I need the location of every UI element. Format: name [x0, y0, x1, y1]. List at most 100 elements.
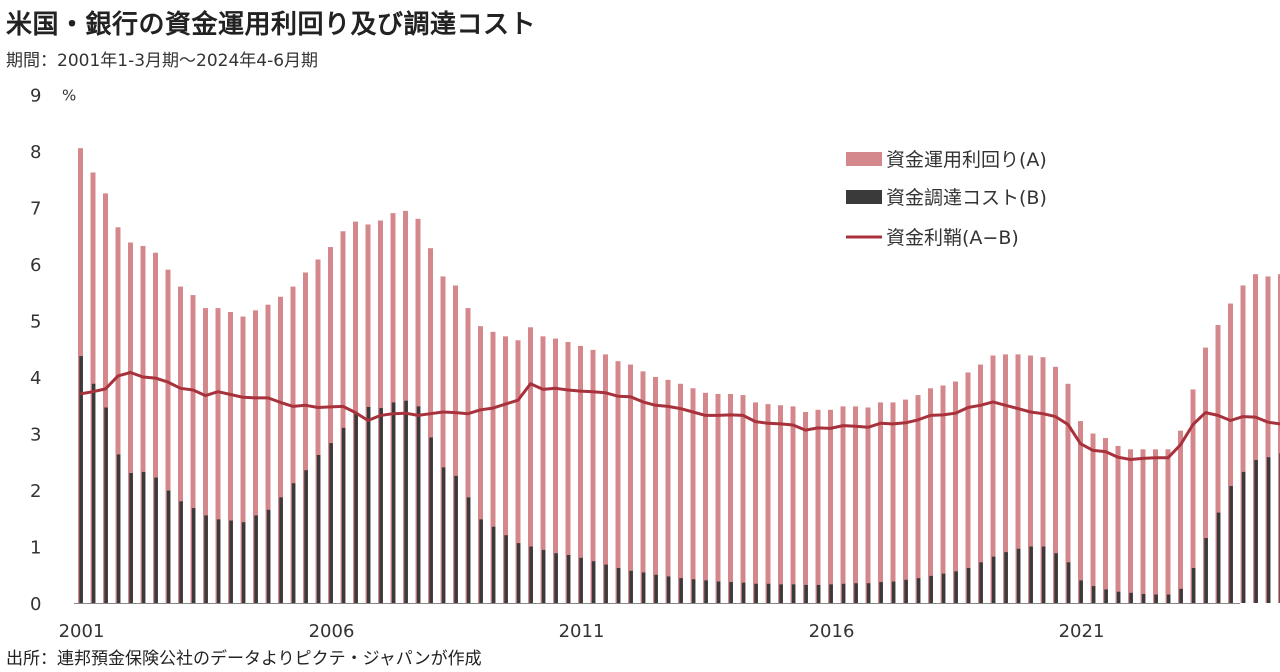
cost-bar	[566, 554, 571, 603]
cost-bar	[216, 519, 221, 603]
yield-bar	[515, 340, 521, 603]
yield-bar	[178, 286, 183, 603]
cost-bar	[491, 526, 496, 603]
yield-bar	[853, 406, 858, 603]
cost-bar	[1216, 512, 1221, 603]
y-tick-label: 6	[30, 255, 41, 276]
cost-bar	[604, 564, 608, 603]
cost-bar	[966, 567, 971, 603]
page-title: 米国・銀行の資金運用利回り及び調達コスト	[6, 10, 537, 40]
cost-bar	[429, 437, 433, 603]
yield-bar	[440, 276, 446, 603]
yield-bar	[865, 407, 871, 603]
cost-bar	[866, 583, 871, 603]
source-note: 出所：連邦預金保険公社のデータよりピクテ・ジャパンが作成	[6, 649, 482, 669]
yield-bar	[428, 248, 433, 603]
yield-bar	[715, 393, 721, 603]
cost-bar	[554, 553, 558, 603]
yield-bar	[490, 331, 496, 603]
cost-bar	[854, 583, 858, 603]
yield-bar	[315, 259, 321, 603]
yield-bar	[553, 338, 558, 603]
yield-bar	[503, 336, 508, 603]
cost-bar	[316, 454, 321, 603]
cost-bar	[641, 572, 646, 603]
cost-bar	[579, 557, 583, 603]
cost-bar	[879, 582, 883, 603]
cost-bar	[391, 402, 396, 603]
yield-bar	[290, 286, 296, 603]
yield-bar	[728, 393, 733, 603]
cost-bar	[154, 477, 158, 603]
cost-bar	[616, 567, 621, 603]
yield-bar	[203, 308, 208, 603]
yield-bar	[878, 402, 883, 603]
yield-bar	[890, 402, 896, 603]
cost-bar	[1079, 580, 1083, 603]
cost-bar	[1054, 553, 1058, 603]
yield-bar	[940, 385, 946, 603]
cost-bar	[91, 383, 96, 603]
yield-bar	[340, 231, 346, 604]
cost-bar	[841, 583, 846, 603]
cost-bar	[954, 571, 958, 603]
yield-bar	[1028, 355, 1033, 603]
cost-bar	[1041, 546, 1046, 603]
cost-bar	[304, 470, 308, 603]
chart-subtitle: 期間：2001年1-3月期～2024年4-6月期	[6, 51, 319, 71]
cost-bar	[716, 581, 721, 603]
cost-bar	[191, 508, 196, 603]
y-tick-label: 7	[30, 199, 41, 220]
cost-bar	[454, 475, 458, 603]
cost-bar	[166, 490, 171, 603]
x-tick-label: 2021	[1059, 621, 1105, 642]
cost-bar	[991, 556, 996, 603]
cost-bar	[1116, 591, 1121, 603]
cost-bar	[779, 584, 783, 603]
yield-bar	[590, 349, 596, 603]
cost-bar	[1016, 548, 1021, 603]
cost-bar	[679, 578, 683, 603]
yield-bar	[1115, 445, 1121, 603]
y-tick-label: 0	[30, 594, 41, 615]
yield-bar	[903, 399, 908, 603]
yield-bar	[753, 402, 758, 603]
yield-bar	[928, 388, 933, 603]
y-tick-label: 4	[30, 368, 41, 389]
cost-bar	[1129, 592, 1133, 603]
yield-bar	[1003, 354, 1008, 603]
legend: 資金運用利回り(A) 資金調達コスト(B) 資金利鞘(A−B)	[846, 149, 1047, 249]
cost-bar	[704, 580, 708, 603]
yield-bar	[1265, 276, 1271, 603]
yield-bar	[1253, 274, 1258, 603]
yield-bar	[1090, 433, 1096, 603]
cost-bar	[141, 471, 146, 603]
yield-bar	[1153, 449, 1158, 603]
cost-bar	[729, 582, 733, 603]
cost-bar	[904, 579, 908, 603]
yield-bar	[1015, 354, 1021, 603]
cost-bar	[1066, 562, 1071, 603]
cost-bar	[541, 549, 546, 603]
cost-bar	[891, 581, 896, 603]
y-tick-label: 3	[30, 425, 41, 446]
yield-bar	[628, 364, 633, 603]
yield-bar	[115, 227, 121, 603]
cost-bar	[1254, 460, 1258, 603]
cost-bar	[129, 473, 133, 603]
cost-bar	[291, 483, 296, 603]
yield-bar	[640, 371, 646, 603]
cost-bar	[1104, 589, 1108, 603]
legend-label-spread: 資金利鞘(A−B)	[886, 227, 1019, 249]
yield-bar	[1203, 347, 1208, 603]
x-tick-label: 2006	[309, 621, 355, 642]
yield-bar	[965, 372, 971, 603]
yield-bar	[478, 326, 483, 603]
yield-bar	[1215, 325, 1221, 603]
yield-bar	[665, 379, 671, 603]
y-axis-unit: %	[62, 87, 76, 105]
cost-bar	[754, 583, 758, 603]
cost-bars	[79, 356, 1280, 603]
yield-bar	[328, 247, 333, 604]
